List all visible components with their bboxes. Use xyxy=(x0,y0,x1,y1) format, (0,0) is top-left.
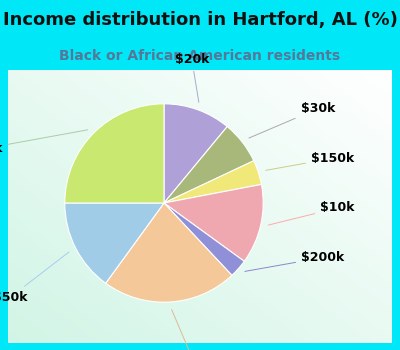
Wedge shape xyxy=(164,203,244,275)
Text: Income distribution in Hartford, AL (%): Income distribution in Hartford, AL (%) xyxy=(2,10,398,29)
Text: $20k: $20k xyxy=(174,52,209,102)
Wedge shape xyxy=(164,104,227,203)
Text: $50k: $50k xyxy=(0,252,69,304)
Wedge shape xyxy=(65,104,164,203)
Wedge shape xyxy=(65,203,164,283)
Wedge shape xyxy=(164,184,263,261)
Text: $10k: $10k xyxy=(268,202,355,225)
Text: Black or African American residents: Black or African American residents xyxy=(60,49,340,63)
Wedge shape xyxy=(164,127,254,203)
Text: $40k: $40k xyxy=(172,309,211,350)
Wedge shape xyxy=(106,203,232,302)
Wedge shape xyxy=(164,161,262,203)
Text: $150k: $150k xyxy=(266,152,354,170)
Text: $200k: $200k xyxy=(245,251,344,271)
Text: $30k: $30k xyxy=(249,102,335,138)
Text: $75k: $75k xyxy=(0,130,88,155)
